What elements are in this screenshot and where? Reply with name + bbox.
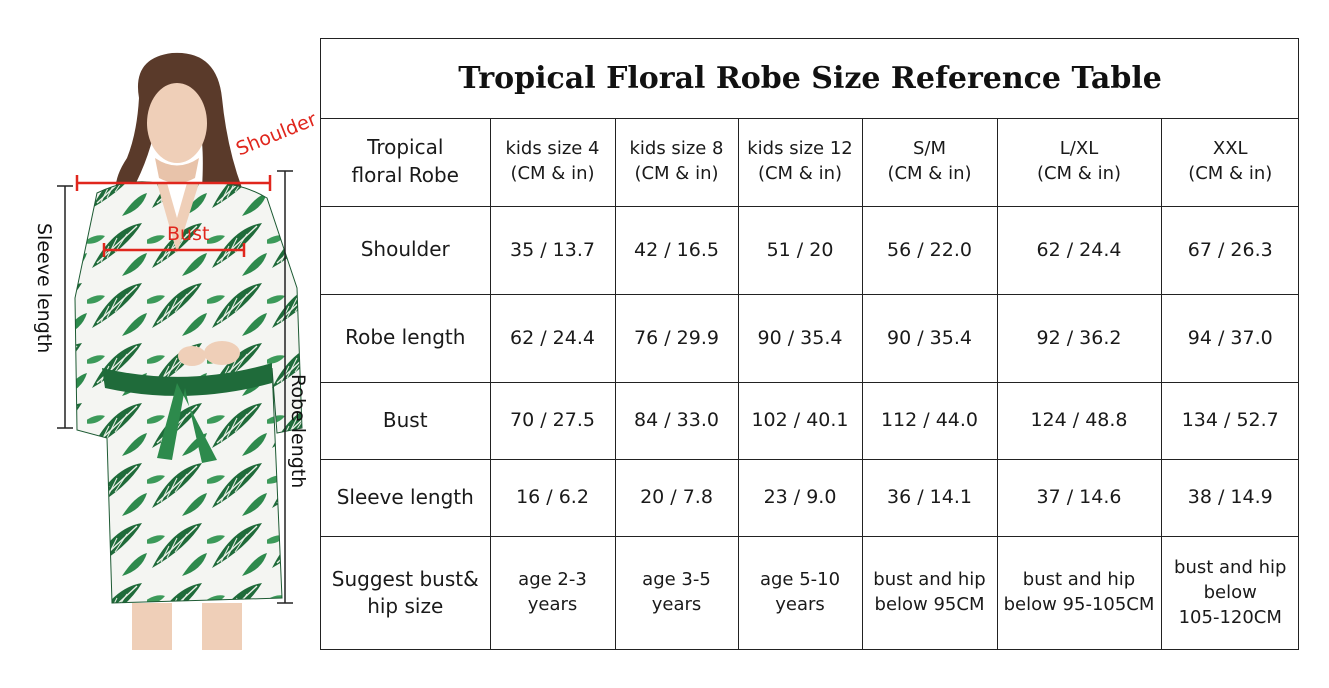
table-cell: 16 / 6.2 bbox=[489, 458, 616, 537]
column-header: kids size 12 (CM & in) bbox=[737, 118, 863, 207]
table-cell: 84 / 33.0 bbox=[614, 381, 739, 460]
table-cell: age 5-10 years bbox=[737, 535, 863, 650]
table-cell: bust and hip below 95CM bbox=[861, 535, 998, 650]
table-cell: 67 / 26.3 bbox=[1160, 205, 1299, 295]
row-label: Shoulder bbox=[321, 205, 491, 295]
table-cell: 62 / 24.4 bbox=[489, 293, 616, 383]
column-header: L/XL (CM & in) bbox=[996, 118, 1162, 207]
corner-header: Tropical floral Robe bbox=[321, 118, 491, 207]
table-cell: 92 / 36.2 bbox=[996, 293, 1162, 383]
column-header: kids size 4 (CM & in) bbox=[489, 118, 616, 207]
robe-length-label: Robe length bbox=[287, 374, 309, 489]
table-row: Shoulder 35 / 13.7 42 / 16.5 51 / 20 56 … bbox=[321, 205, 1299, 295]
table-cell: 62 / 24.4 bbox=[996, 205, 1162, 295]
table-cell: 94 / 37.0 bbox=[1160, 293, 1299, 383]
row-label: Sleeve length bbox=[321, 458, 491, 537]
table-cell: age 2-3 years bbox=[489, 535, 616, 650]
table-cell: 124 / 48.8 bbox=[996, 381, 1162, 460]
table-cell: age 3-5 years bbox=[614, 535, 739, 650]
table-cell: 76 / 29.9 bbox=[614, 293, 739, 383]
table-cell: 38 / 14.9 bbox=[1160, 458, 1299, 537]
table-cell: 90 / 35.4 bbox=[737, 293, 863, 383]
table-cell: 70 / 27.5 bbox=[489, 381, 616, 460]
table-cell: 42 / 16.5 bbox=[614, 205, 739, 295]
table-cell: 90 / 35.4 bbox=[861, 293, 998, 383]
sleeve-length-label: Sleeve length bbox=[33, 223, 55, 354]
bust-label: Bust bbox=[167, 223, 210, 245]
table-cell: 35 / 13.7 bbox=[489, 205, 616, 295]
table-cell: 20 / 7.8 bbox=[614, 458, 739, 537]
table-cell: 37 / 14.6 bbox=[996, 458, 1162, 537]
table-cell: 134 / 52.7 bbox=[1160, 381, 1299, 460]
row-label: Robe length bbox=[321, 293, 491, 383]
table-cell: bust and hip below 105-120CM bbox=[1160, 535, 1299, 650]
table-row: Sleeve length 16 / 6.2 20 / 7.8 23 / 9.0… bbox=[321, 458, 1299, 537]
table-cell: 102 / 40.1 bbox=[737, 381, 863, 460]
table-cell: 56 / 22.0 bbox=[861, 205, 998, 295]
table-row: Robe length 62 / 24.4 76 / 29.9 90 / 35.… bbox=[321, 293, 1299, 383]
table-cell: 36 / 14.1 bbox=[861, 458, 998, 537]
suggest-row: Suggest bust& hip size age 2-3 years age 3… bbox=[321, 535, 1299, 650]
column-header: kids size 8 (CM & in) bbox=[614, 118, 739, 207]
robe-model-drawing bbox=[57, 52, 303, 650]
column-header: XXL (CM & in) bbox=[1160, 118, 1299, 207]
table-cell: 23 / 9.0 bbox=[737, 458, 863, 537]
table-row: Bust 70 / 27.5 84 / 33.0 102 / 40.1 112 … bbox=[321, 381, 1299, 460]
table-cell: bust and hip below 95-105CM bbox=[996, 535, 1162, 650]
model-illustration: Shoulder Bust Sleeve length Robe length bbox=[27, 38, 321, 650]
header-row: Tropical floral Robe kids size 4 (CM & in… bbox=[321, 118, 1299, 207]
row-label: Suggest bust& hip size bbox=[321, 535, 491, 650]
table-cell: 112 / 44.0 bbox=[861, 381, 998, 460]
size-table: Tropical floral Robe kids size 4 (CM & in… bbox=[321, 118, 1299, 650]
column-header: S/M (CM & in) bbox=[861, 118, 998, 207]
page-title: Tropical Floral Robe Size Reference Tabl… bbox=[321, 38, 1299, 119]
row-label: Bust bbox=[321, 381, 491, 460]
table-cell: 51 / 20 bbox=[737, 205, 863, 295]
